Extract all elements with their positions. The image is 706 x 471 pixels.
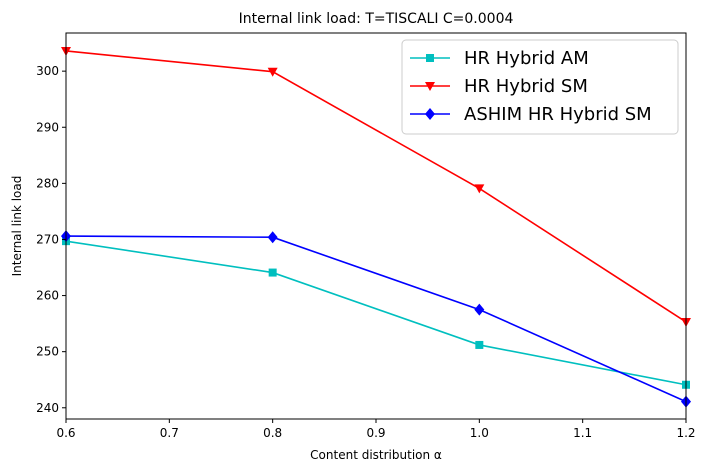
y-axis-ticks: 240 250 260 270 280 290 300: [36, 64, 66, 415]
x-tick-label: 1.2: [676, 426, 695, 440]
y-axis-label: Internal link load: [10, 176, 24, 277]
x-tick-label: 1.0: [470, 426, 489, 440]
y-tick-label: 260: [36, 289, 59, 303]
y-tick-label: 300: [36, 64, 59, 78]
legend-marker-1: [425, 82, 435, 91]
legend-box: [401, 39, 679, 135]
data-point-0-2: [475, 340, 484, 349]
x-tick-label: 0.8: [263, 426, 282, 440]
series-line-0: [66, 240, 686, 386]
x-tick-label: 0.6: [56, 426, 75, 440]
data-point-1-1: [267, 67, 278, 77]
y-tick-label: 290: [36, 120, 59, 134]
legend-marker-2: [425, 108, 435, 120]
series-line-1: [66, 50, 686, 323]
x-axis-ticks: 0.6 0.7 0.8 0.9 1.0 1.1 1.2: [56, 419, 696, 440]
data-point-2-2: [474, 303, 485, 316]
chart-title: Internal link load: T=TISCALI C=0.0004: [239, 11, 514, 27]
legend-label-1: HR Hybrid SM: [464, 76, 588, 97]
data-point-1-2: [474, 184, 485, 194]
y-tick-label: 240: [36, 401, 59, 415]
series-line-2: [66, 235, 686, 403]
x-tick-label: 1.1: [573, 426, 592, 440]
y-tick-label: 250: [36, 345, 59, 359]
legend-marker-0: [426, 54, 434, 62]
x-axis-label: Content distribution α: [310, 448, 442, 462]
legend: HR Hybrid AM HR Hybrid SM ASHIM HR Hybrid …: [401, 39, 679, 135]
data-point-2-1: [267, 231, 278, 244]
x-tick-label: 0.9: [366, 426, 385, 440]
x-tick-label: 0.7: [160, 426, 179, 440]
data-point-0-1: [268, 268, 277, 277]
y-tick-label: 280: [36, 176, 59, 190]
series-layer: [66, 50, 686, 403]
legend-label-0: HR Hybrid AM: [464, 48, 589, 69]
y-tick-label: 270: [36, 232, 59, 246]
legend-label-2: ASHIM HR Hybrid SM: [464, 104, 652, 125]
legend-entries: HR Hybrid AM HR Hybrid SM ASHIM HR Hybrid …: [410, 48, 652, 125]
